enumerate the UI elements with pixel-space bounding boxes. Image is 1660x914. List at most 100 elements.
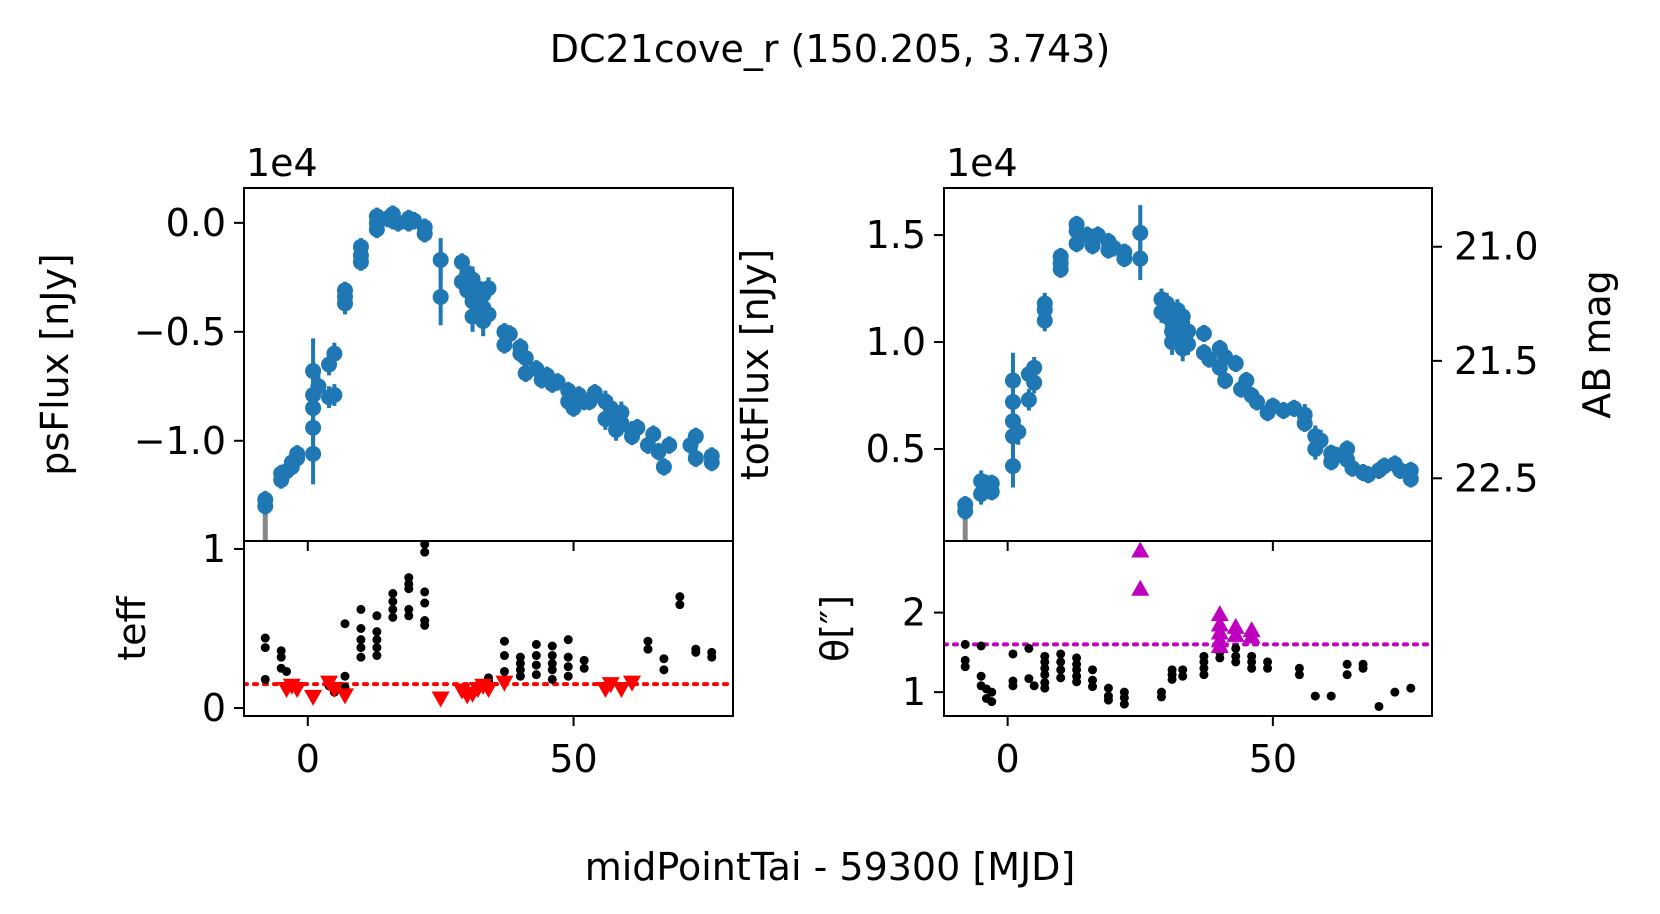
data-point: [1358, 663, 1368, 673]
data-point: [340, 671, 350, 681]
data-point: [276, 652, 286, 662]
limit-marker: [431, 691, 450, 708]
y-axis-label: psFlux [nJy]: [33, 253, 77, 475]
data-point: [336, 282, 353, 299]
data-point: [1199, 657, 1209, 667]
axes-frame: [943, 187, 1433, 542]
data-point: [1248, 393, 1265, 410]
y-tick-label: 0.0: [166, 201, 226, 245]
data-layer: [944, 541, 1432, 711]
data-point: [352, 238, 369, 255]
data-point: [547, 665, 557, 675]
data-point: [1072, 665, 1082, 675]
data-point: [372, 611, 382, 621]
data-point: [703, 448, 720, 465]
limit-marker: [325, 681, 344, 698]
data-point: [531, 639, 541, 649]
data-point: [563, 662, 573, 672]
data-point: [1201, 351, 1218, 368]
data-point: [416, 225, 433, 242]
data-point: [1010, 423, 1027, 440]
data-point: [547, 674, 557, 684]
data-point: [499, 651, 509, 661]
data-layer: [244, 541, 733, 708]
data-point: [515, 659, 525, 668]
data-point: [1263, 663, 1273, 673]
y-tick-label: 1: [902, 670, 926, 714]
data-point: [549, 373, 566, 390]
data-point: [1195, 325, 1212, 342]
data-point: [1103, 683, 1113, 693]
data-point: [1263, 657, 1273, 667]
data-point: [499, 666, 509, 676]
data-point: [579, 655, 589, 665]
limit-marker: [1210, 605, 1229, 622]
data-point: [1072, 677, 1082, 687]
data-point: [1024, 674, 1034, 684]
data-point: [531, 670, 541, 680]
y-tick-label: −0.5: [134, 310, 226, 354]
data-point: [1247, 663, 1257, 673]
data-point: [1004, 458, 1021, 475]
data-point: [661, 437, 678, 454]
theta-panel: 1 2 0 50 θ[″]: [813, 540, 1433, 781]
data-point: [340, 619, 350, 629]
data-point: [1217, 372, 1234, 389]
data-point: [659, 665, 669, 675]
data-point: [1056, 657, 1066, 667]
limit-marker: [288, 681, 307, 698]
data-point: [691, 647, 701, 657]
data-point: [1036, 295, 1053, 312]
limit-marker: [1242, 627, 1261, 644]
y-tick-label: 1.5: [866, 213, 926, 257]
data-point: [310, 378, 327, 395]
data-point: [1088, 665, 1098, 675]
data-point: [432, 251, 449, 268]
data-point: [1024, 643, 1034, 653]
data-point: [675, 592, 685, 602]
data-point: [1342, 659, 1352, 669]
data-point: [629, 419, 646, 436]
data-point: [260, 643, 270, 653]
data-point: [515, 652, 525, 662]
data-point: [1040, 657, 1050, 667]
data-point: [1088, 675, 1098, 685]
data-point: [1294, 670, 1304, 680]
data-point: [517, 349, 534, 366]
totflux-panel: 0.5 1.0 1.5 1e4 totFlux [nJy] 21.0 21.5 22.5 AB …: [733, 141, 1619, 551]
data-point: [960, 662, 970, 672]
data-point: [1119, 699, 1129, 709]
data-point: [420, 587, 430, 597]
data-point: [388, 596, 398, 606]
data-point: [960, 655, 970, 665]
data-point: [257, 491, 274, 508]
data-point: [675, 600, 685, 610]
data-point: [687, 428, 704, 445]
y-axis-label: teff: [110, 595, 154, 660]
data-point: [1156, 692, 1166, 702]
data-point: [1103, 695, 1113, 705]
data-point: [957, 503, 974, 520]
data-point: [1199, 663, 1209, 673]
data-point: [1040, 683, 1050, 693]
data-point: [547, 659, 557, 668]
y-tick-label: 2: [902, 591, 926, 635]
data-point: [432, 288, 449, 305]
data-point: [1178, 671, 1188, 681]
data-point: [420, 598, 430, 608]
data-point: [547, 651, 557, 661]
y-axis-label: totFlux [nJy]: [733, 249, 777, 481]
data-point: [1040, 670, 1050, 680]
data-point: [1167, 674, 1177, 684]
data-point: [1247, 657, 1257, 667]
data-point: [1215, 653, 1225, 663]
data-point: [563, 635, 573, 645]
data-point: [1199, 670, 1209, 680]
limit-marker: [601, 677, 620, 694]
data-point: [1056, 649, 1066, 659]
data-point: [1116, 250, 1133, 267]
data-point: [1231, 657, 1241, 667]
data-layer: [257, 205, 720, 541]
data-point: [645, 426, 662, 443]
